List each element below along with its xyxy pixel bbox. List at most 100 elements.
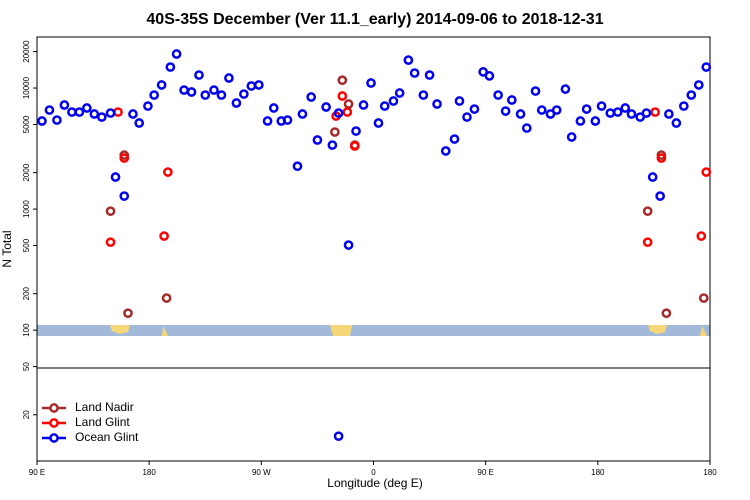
point	[337, 91, 348, 101]
point	[105, 206, 116, 217]
point	[656, 153, 667, 163]
point	[216, 90, 227, 100]
point	[59, 100, 70, 110]
point	[590, 116, 601, 126]
point	[693, 80, 704, 90]
y-tick-label: 20000	[22, 40, 31, 63]
legend-marker	[49, 418, 59, 428]
point	[343, 99, 354, 109]
legend-marker	[49, 403, 59, 413]
y-tick-label: 200	[22, 286, 31, 300]
point	[337, 75, 348, 86]
point	[373, 118, 384, 128]
point	[312, 135, 323, 145]
land-shape	[162, 326, 168, 336]
point	[333, 108, 344, 118]
point	[701, 167, 712, 177]
point	[231, 98, 242, 108]
point	[163, 167, 173, 177]
point	[52, 115, 62, 125]
point	[171, 49, 182, 59]
point	[409, 68, 420, 78]
point	[200, 90, 211, 100]
point	[82, 103, 92, 113]
point	[239, 89, 249, 99]
point	[506, 95, 517, 105]
point	[575, 116, 586, 126]
point	[179, 85, 189, 95]
point	[493, 90, 503, 100]
point	[612, 107, 623, 117]
point	[642, 206, 653, 217]
point	[342, 107, 353, 117]
point	[698, 293, 709, 303]
x-tick-label: 180	[142, 468, 156, 477]
x-axis-label: Longitude (deg E)	[327, 476, 422, 490]
point	[306, 92, 317, 102]
y-tick-label: 5000	[22, 115, 31, 133]
point	[224, 73, 234, 83]
point	[105, 237, 116, 248]
point	[642, 237, 653, 248]
y-tick-label: 20	[22, 410, 31, 419]
point	[454, 96, 465, 106]
point	[123, 308, 133, 319]
y-axis-label: N Total	[0, 230, 14, 267]
point	[96, 112, 107, 122]
legend-label: Land Glint	[75, 415, 130, 429]
point	[566, 132, 577, 142]
point	[661, 308, 672, 319]
point	[262, 116, 273, 126]
point	[253, 80, 264, 90]
point	[119, 153, 130, 163]
x-tick-label: 90 E	[477, 468, 493, 477]
legend-label: Ocean Glint	[75, 430, 139, 444]
point	[686, 90, 697, 100]
point	[530, 86, 541, 96]
point	[440, 146, 451, 156]
point	[128, 109, 138, 119]
point	[515, 109, 526, 119]
point	[596, 101, 607, 111]
point	[403, 55, 414, 65]
point	[330, 127, 340, 137]
point	[432, 99, 442, 109]
point	[143, 101, 153, 111]
point	[366, 78, 376, 88]
point	[349, 141, 360, 151]
point	[327, 140, 338, 150]
point	[149, 90, 160, 100]
point	[620, 103, 631, 113]
point	[134, 118, 145, 128]
map-strip	[37, 325, 710, 336]
point	[343, 240, 354, 250]
point	[626, 109, 637, 119]
point	[641, 108, 652, 118]
point	[379, 101, 390, 111]
y-tick-label: 50	[22, 362, 31, 371]
point	[647, 172, 658, 182]
point	[110, 172, 121, 182]
point	[321, 102, 331, 112]
chart-title: 40S-35S December (Ver 11.1_early) 2014-0…	[146, 11, 603, 28]
point	[500, 106, 511, 116]
point	[194, 70, 204, 80]
y-tick-label: 500	[22, 238, 31, 252]
x-tick-label: 90 E	[29, 468, 45, 477]
point	[37, 116, 47, 126]
point	[156, 80, 167, 90]
point	[351, 126, 361, 136]
point	[388, 96, 399, 106]
x-tick-label: 90 W	[252, 468, 271, 477]
point	[650, 107, 661, 117]
point	[246, 81, 257, 91]
x-tick-label: 180	[703, 468, 717, 477]
land-shape	[648, 325, 667, 334]
point	[424, 70, 435, 80]
point	[521, 123, 532, 133]
point	[696, 231, 707, 241]
point	[165, 62, 176, 72]
point	[67, 107, 77, 117]
point	[560, 84, 571, 94]
point	[536, 105, 547, 115]
